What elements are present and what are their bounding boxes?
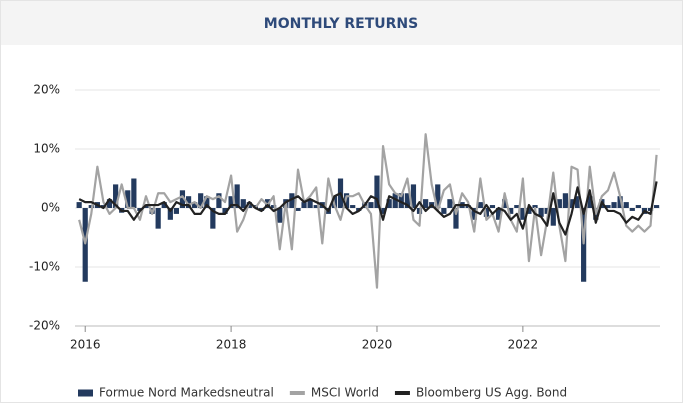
bar [532,205,538,208]
bar [514,205,520,208]
legend-swatch [394,391,410,395]
bar [271,205,277,208]
bar [234,184,240,208]
legend-swatch [78,389,93,397]
y-tick-label: 20% [33,83,60,97]
bar [538,208,544,217]
bar [623,202,629,208]
y-tick-label: 10% [33,142,60,156]
bar [386,199,392,208]
bar [240,199,246,208]
bar [410,184,417,208]
bar [617,196,623,208]
bar [520,208,526,220]
bar [581,208,587,282]
bar [301,202,307,208]
bar [568,199,575,208]
bar [350,205,356,208]
bar [216,193,222,208]
bar [544,208,550,214]
bar [374,175,380,208]
y-tick-label: -10% [29,260,60,274]
bar [398,193,404,208]
bar [82,208,88,282]
bar [502,199,508,208]
line [78,181,658,236]
bar [131,178,137,208]
bar [574,196,581,208]
bar [562,193,568,208]
legend-swatch [289,391,305,395]
bar [587,196,593,208]
x-tick-label: 2016 [70,338,101,352]
y-tick-label: -20% [29,319,60,333]
bar [556,199,562,208]
bar [161,202,167,208]
bar [173,208,179,214]
x-tick-label: 2020 [362,338,393,352]
bar [447,199,453,208]
bar [210,208,216,229]
bar [277,208,283,223]
bar [192,202,198,208]
bar [113,184,119,208]
bar [313,205,319,208]
bar [125,190,131,208]
bar [435,184,441,208]
y-tick-label: 0% [41,201,60,215]
bar [198,193,204,208]
bar [155,208,161,229]
bar [295,208,301,211]
legend-label: Bloomberg US Agg. Bond [416,386,567,400]
bar [392,193,398,208]
chart-title: MONTHLY RETURNS [264,16,418,32]
bar [508,208,514,214]
header [1,1,682,45]
bar [471,208,477,220]
bar [179,190,186,208]
bar [106,199,113,208]
bar [423,199,429,208]
bar [167,208,173,220]
bar [605,205,611,208]
bar [526,208,532,214]
bar [635,205,641,208]
bar [204,196,210,208]
x-tick-label: 2022 [508,338,539,352]
bar [368,202,374,208]
x-tick-label: 2018 [216,338,247,352]
bar [653,205,660,208]
line [78,133,658,289]
bar [611,202,617,208]
bar [441,208,447,214]
legend-label: Formue Nord Markedsneutral [99,386,274,400]
bar [477,202,483,208]
bar [404,193,410,208]
bar [489,205,496,208]
bar [307,199,313,208]
bar [629,208,635,211]
bar [185,196,192,208]
legend-label: MSCI World [311,386,379,400]
bar [380,208,386,214]
bar [222,208,228,214]
bar [550,208,556,226]
bar [495,208,502,220]
bar [289,193,295,208]
bar [453,208,459,229]
bar [76,202,82,208]
bar [228,196,234,208]
